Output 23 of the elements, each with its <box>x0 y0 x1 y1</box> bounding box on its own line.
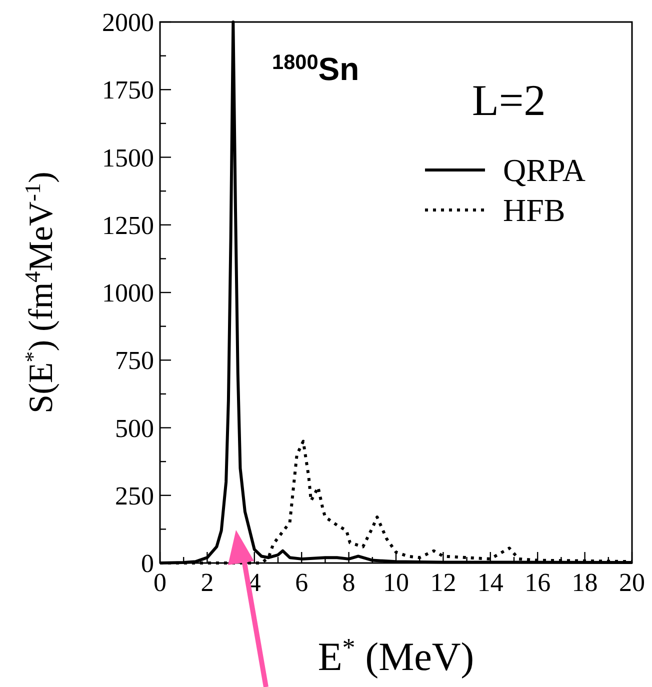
x-tick-label: 20 <box>619 568 645 597</box>
x-axis-title: E$^{*}$ (MeV) <box>318 632 474 679</box>
x-tick-label: 10 <box>383 568 409 597</box>
y-tick-label: 1750 <box>102 76 154 105</box>
x-tick-label: 8 <box>342 568 356 597</box>
x-tick-label: 12 <box>430 568 456 597</box>
y-tick-label: 1000 <box>102 278 154 308</box>
y-tick-label: 250 <box>115 481 154 510</box>
y-tick-label: 500 <box>115 414 154 443</box>
legend-label: HFB <box>503 192 566 228</box>
annotation: $^{1800}$Sn <box>272 50 360 87</box>
x-tick-label: 18 <box>572 568 598 597</box>
legend-label: QRPA <box>503 152 586 188</box>
y-tick-label: 1500 <box>102 143 154 172</box>
x-tick-label: 2 <box>200 568 214 597</box>
y-tick-label: 1250 <box>102 210 154 240</box>
x-tick-label: 6 <box>295 568 308 597</box>
x-tick-label: 16 <box>524 568 551 597</box>
y-tick-label: 0 <box>141 549 154 578</box>
y-tick-label: 2000 <box>102 8 154 37</box>
x-tick-label: 14 <box>477 568 504 597</box>
annotation: L=2 <box>472 76 546 125</box>
y-tick-label: 750 <box>115 346 154 376</box>
